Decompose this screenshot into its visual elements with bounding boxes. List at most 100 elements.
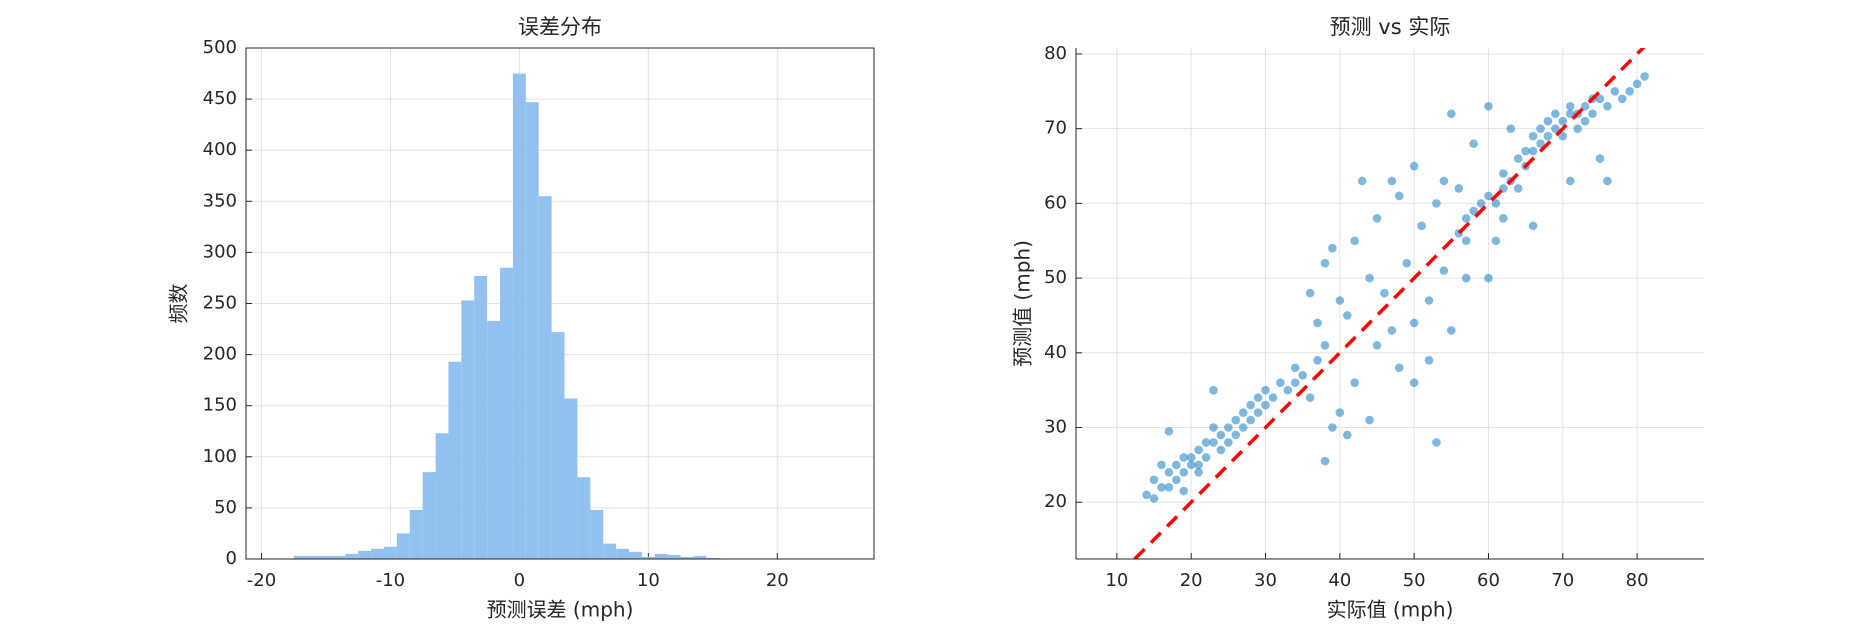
bar xyxy=(628,551,642,559)
point xyxy=(1201,438,1211,447)
point xyxy=(1447,326,1456,335)
point xyxy=(1506,124,1516,133)
point xyxy=(1558,116,1568,126)
point xyxy=(1513,154,1523,163)
bar xyxy=(577,477,591,559)
y-tick-label: 100 xyxy=(203,446,237,467)
bar xyxy=(525,102,539,559)
point xyxy=(1432,438,1441,447)
point xyxy=(1580,116,1590,126)
bar xyxy=(448,361,462,559)
point xyxy=(1357,176,1367,186)
point xyxy=(1216,445,1226,455)
point xyxy=(1513,184,1523,193)
point xyxy=(1565,101,1575,111)
point xyxy=(1194,460,1203,470)
point xyxy=(1394,363,1404,373)
point xyxy=(1238,423,1248,432)
point xyxy=(1424,355,1434,365)
y-tick-label: 40 xyxy=(1044,342,1067,363)
point xyxy=(1558,131,1568,141)
point xyxy=(1372,341,1382,350)
point xyxy=(1305,288,1315,298)
point xyxy=(1172,460,1181,470)
y-tick-label: 250 xyxy=(203,293,237,314)
point xyxy=(1313,355,1322,365)
x-tick-label: 10 xyxy=(637,570,660,591)
x-axis-label: 实际值 (mph) xyxy=(1327,598,1454,622)
y-tick-label: 50 xyxy=(214,497,237,518)
x-tick-label: 20 xyxy=(766,570,789,591)
point xyxy=(1573,124,1582,133)
point xyxy=(1521,146,1530,156)
chart: 0 50 100 150 200 250 300 350 400 450 500 -20 -10 0 10 2… xyxy=(167,15,875,622)
bar xyxy=(641,556,655,559)
point xyxy=(1276,378,1285,387)
point xyxy=(1350,236,1359,246)
y-tick-label: 70 xyxy=(1044,118,1067,139)
point xyxy=(1328,423,1337,432)
point xyxy=(1491,236,1501,246)
point xyxy=(1261,385,1270,395)
point xyxy=(1461,273,1471,283)
point xyxy=(1231,415,1241,425)
y-tick-label: 20 xyxy=(1044,491,1067,512)
bar xyxy=(538,196,552,559)
bar xyxy=(654,553,668,559)
point xyxy=(1365,273,1374,283)
point xyxy=(1164,482,1174,492)
point xyxy=(1536,124,1545,133)
bar xyxy=(680,556,694,559)
bar xyxy=(293,555,307,559)
point xyxy=(1543,116,1553,126)
bar xyxy=(474,275,488,559)
point xyxy=(1595,94,1605,104)
x-tick-label: -20 xyxy=(247,570,276,591)
bar xyxy=(667,554,681,559)
point xyxy=(1238,408,1248,417)
point xyxy=(1499,214,1508,223)
point xyxy=(1461,236,1471,246)
x-tick-label: 40 xyxy=(1328,570,1351,591)
point xyxy=(1551,124,1560,133)
point xyxy=(1603,176,1612,186)
point xyxy=(1216,430,1226,440)
chart-title: 误差分布 xyxy=(518,15,602,39)
point xyxy=(1224,423,1233,432)
point xyxy=(1365,415,1374,425)
point xyxy=(1268,393,1278,402)
x-tick-label: 0 xyxy=(514,570,525,591)
bar xyxy=(345,553,359,559)
axes-box xyxy=(245,47,875,560)
bar xyxy=(306,555,320,559)
point xyxy=(1543,131,1553,141)
point xyxy=(1142,490,1151,500)
point xyxy=(1194,468,1203,477)
x-tick-label: 10 xyxy=(1105,570,1128,591)
y-tick-label: 30 xyxy=(1044,417,1067,438)
bar xyxy=(371,548,384,559)
point xyxy=(1283,385,1293,395)
point xyxy=(1261,400,1270,410)
point xyxy=(1595,154,1605,163)
bar xyxy=(693,555,707,559)
bar xyxy=(706,557,720,559)
point xyxy=(1179,453,1189,462)
point xyxy=(1603,101,1612,111)
y-tick-label: 200 xyxy=(203,344,237,365)
point xyxy=(1372,214,1382,223)
bar xyxy=(590,509,604,559)
point xyxy=(1551,109,1560,119)
x-tick-label: 50 xyxy=(1403,570,1426,591)
point xyxy=(1491,199,1501,208)
point xyxy=(1484,273,1493,283)
y-tick-label: 400 xyxy=(203,139,237,160)
bar xyxy=(487,320,501,559)
bar xyxy=(551,332,565,559)
point xyxy=(1328,243,1337,253)
point xyxy=(1253,408,1263,417)
x-tick-label: 20 xyxy=(1180,570,1203,591)
point xyxy=(1305,393,1315,402)
bar xyxy=(603,543,617,559)
